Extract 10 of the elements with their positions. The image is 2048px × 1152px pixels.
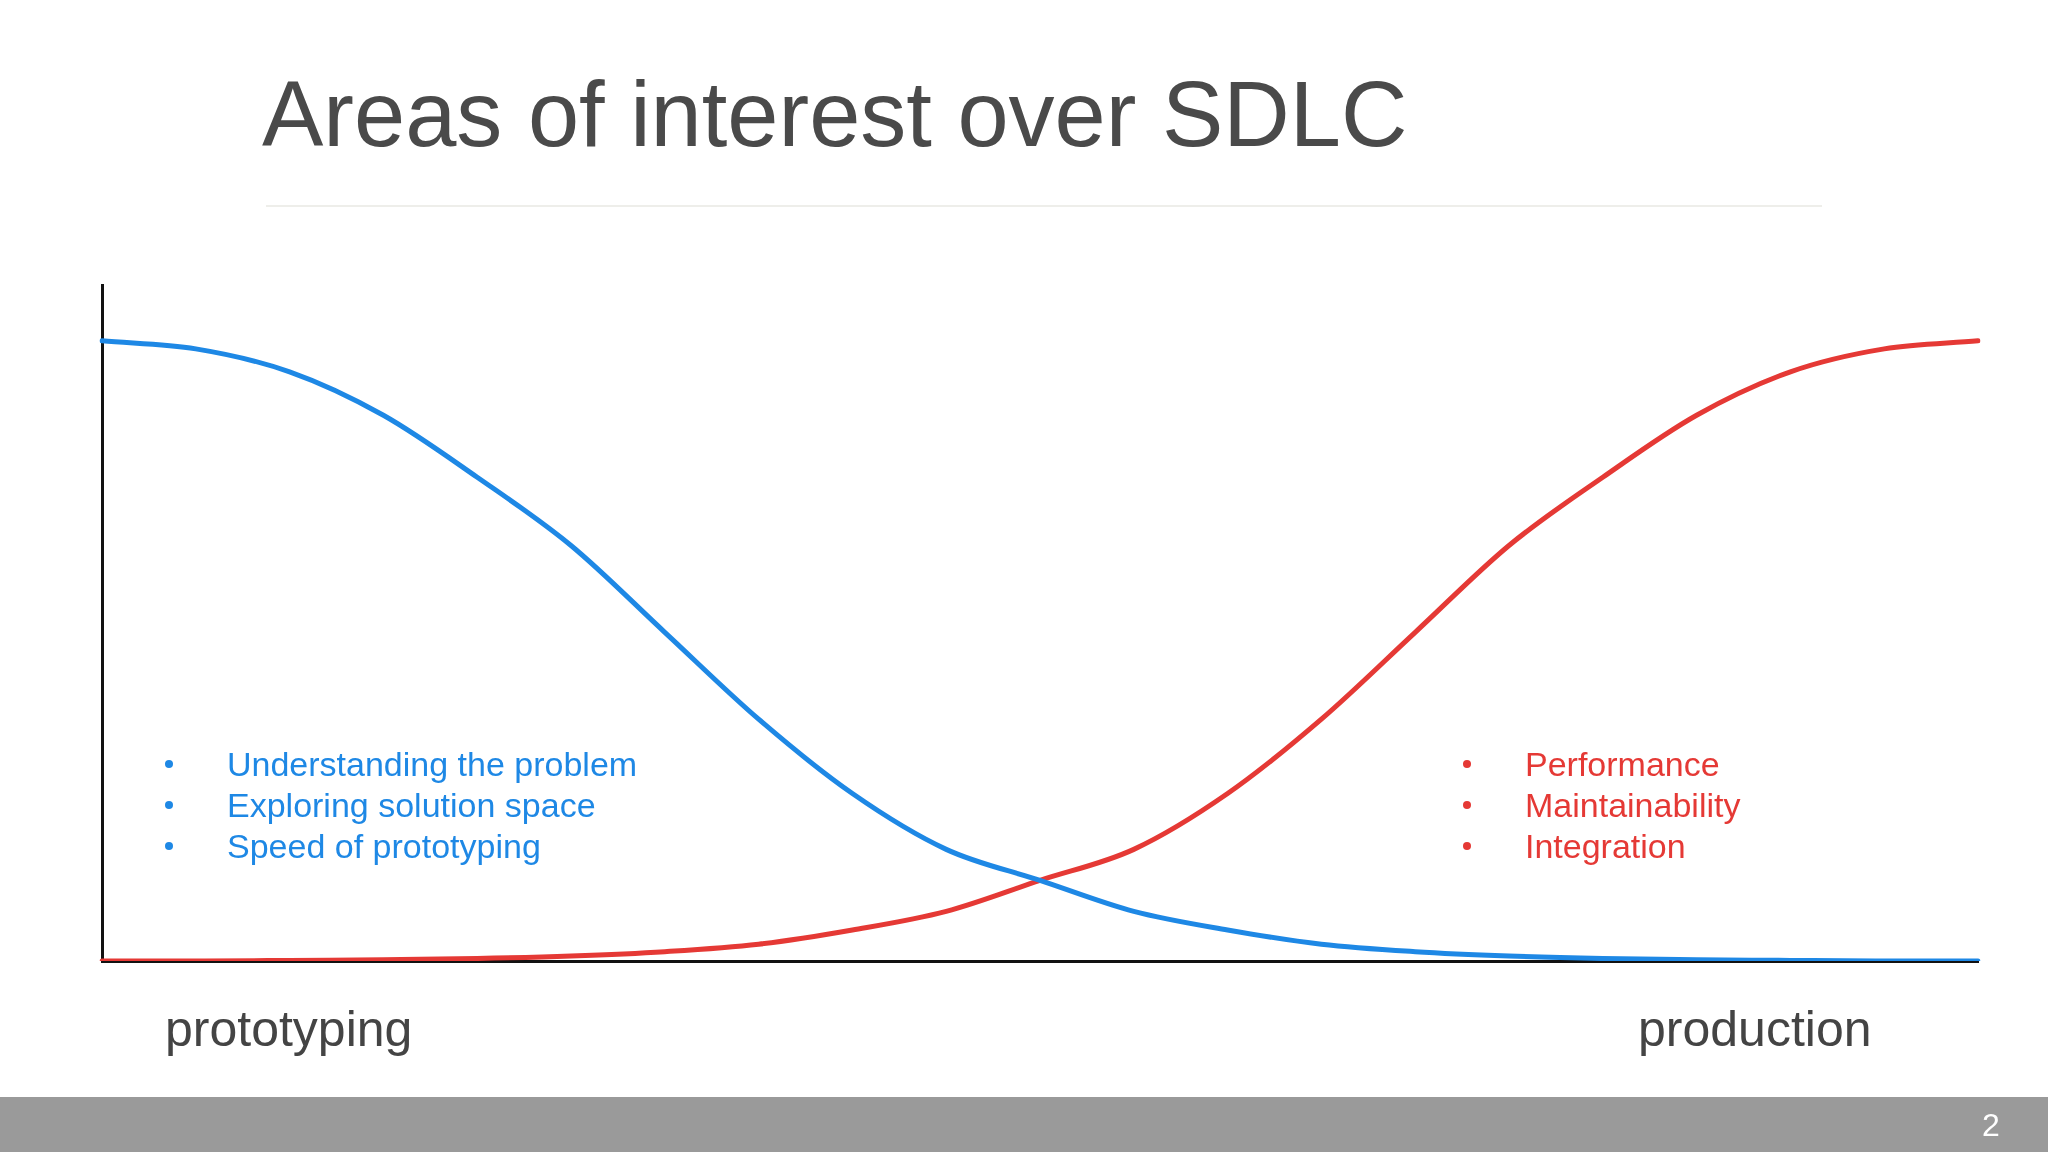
annotation: Understanding the problem	[227, 745, 638, 783]
annotation: Maintainability	[1525, 786, 1741, 824]
annotation: Integration	[1525, 827, 1686, 865]
annotation: Speed of prototyping	[227, 827, 541, 865]
annotation: Exploring solution space	[227, 786, 596, 824]
text: prototyping	[165, 1000, 413, 1058]
annotation: Performance	[1525, 745, 1720, 783]
text: production	[1638, 1000, 1872, 1058]
chart-title: Areas of interest over SDLC	[262, 62, 1408, 167]
text: 2	[1982, 1107, 2000, 1144]
